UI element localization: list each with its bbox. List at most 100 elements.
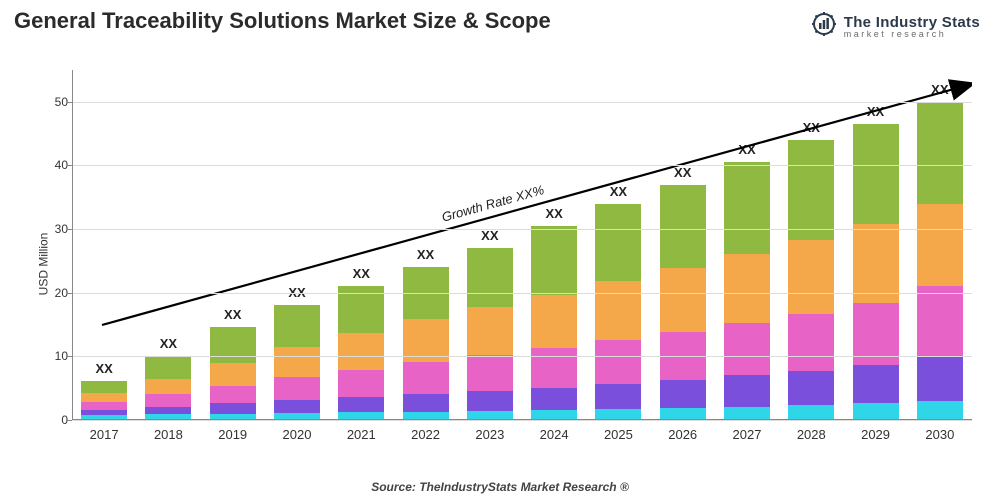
bar-segment [210, 363, 256, 386]
page-title: General Traceability Solutions Market Si… [14, 8, 551, 34]
y-axis [72, 70, 73, 420]
bar-value-label: XX [545, 206, 562, 221]
bar-group: XX [338, 286, 384, 420]
bars-layer: XXXXXXXXXXXXXXXXXXXXXXXXXXXX [72, 70, 972, 420]
bar-segment [274, 400, 320, 413]
bar-segment [788, 405, 834, 420]
gridline [72, 229, 972, 230]
brand-logo: The Industry Stats market research [810, 10, 980, 43]
bar-segment [81, 393, 127, 401]
x-tick-label: 2030 [910, 427, 970, 442]
gear-chart-icon [810, 10, 838, 43]
bar-group: XX [531, 226, 577, 420]
bar-segment [788, 314, 834, 371]
bar-group: XX [853, 124, 899, 420]
bar-segment [531, 295, 577, 348]
source-caption: Source: TheIndustryStats Market Research… [371, 480, 629, 494]
bar-value-label: XX [160, 336, 177, 351]
x-tick-label: 2022 [396, 427, 456, 442]
y-tick-label: 20 [40, 286, 68, 300]
x-tick-label: 2023 [460, 427, 520, 442]
bar-value-label: XX [931, 82, 948, 97]
x-tick-label: 2024 [524, 427, 584, 442]
bar-segment [660, 380, 706, 408]
gridline [72, 165, 972, 166]
bar-group: XX [274, 305, 320, 420]
x-tick-label: 2025 [588, 427, 648, 442]
bar-segment [917, 356, 963, 401]
gridline [72, 420, 972, 421]
bar-segment [210, 386, 256, 404]
plot-area: XXXXXXXXXXXXXXXXXXXXXXXXXXXX Growth Rate… [72, 70, 972, 420]
x-tick-label: 2029 [846, 427, 906, 442]
bar-segment [917, 286, 963, 356]
gridline [72, 293, 972, 294]
bar-segment [531, 348, 577, 387]
logo-sub-text: market research [844, 30, 980, 39]
y-tick-label: 40 [40, 158, 68, 172]
bar-segment [724, 407, 770, 420]
bar-segment [531, 388, 577, 411]
bar-group: XX [724, 162, 770, 420]
bar-segment [724, 254, 770, 323]
bar-segment [145, 407, 191, 415]
bar-segment [917, 204, 963, 287]
bar-segment [917, 401, 963, 420]
bar-segment [853, 403, 899, 420]
x-tick-label: 2020 [267, 427, 327, 442]
gridline [72, 356, 972, 357]
bar-group: XX [660, 185, 706, 420]
bar-segment [467, 248, 513, 307]
bar-segment [467, 355, 513, 391]
bar-value-label: XX [867, 104, 884, 119]
bar-segment [724, 162, 770, 254]
bar-segment [595, 384, 641, 409]
bar-group: XX [788, 140, 834, 420]
bar-segment [853, 365, 899, 403]
bar-segment [531, 226, 577, 295]
x-tick-label: 2019 [203, 427, 263, 442]
bar-segment [788, 371, 834, 405]
bar-segment [467, 391, 513, 411]
y-tick-label: 30 [40, 222, 68, 236]
bar-segment [145, 394, 191, 407]
bar-segment [595, 340, 641, 384]
bar-segment [210, 403, 256, 413]
bar-value-label: XX [738, 142, 755, 157]
y-tick-label: 50 [40, 95, 68, 109]
gridline [72, 102, 972, 103]
bar-group: XX [917, 102, 963, 420]
bar-segment [724, 323, 770, 376]
bar-segment [403, 362, 449, 394]
bar-segment [274, 305, 320, 346]
bar-segment [853, 124, 899, 224]
x-axis [72, 419, 972, 420]
bar-value-label: XX [417, 247, 434, 262]
x-tick-label: 2028 [781, 427, 841, 442]
chart-container: USD Million XXXXXXXXXXXXXXXXXXXXXXXXXXXX… [0, 58, 1000, 470]
x-tick-label: 2021 [331, 427, 391, 442]
bar-value-label: XX [353, 266, 370, 281]
bar-value-label: XX [610, 184, 627, 199]
bar-segment [660, 268, 706, 332]
bar-value-label: XX [481, 228, 498, 243]
bar-segment [660, 185, 706, 268]
bar-segment [210, 327, 256, 363]
bar-segment [274, 377, 320, 400]
y-tick-label: 10 [40, 349, 68, 363]
bar-segment [788, 140, 834, 240]
bar-group: XX [81, 381, 127, 420]
bar-segment [338, 397, 384, 412]
bar-value-label: XX [803, 120, 820, 135]
bar-segment [595, 204, 641, 282]
bar-segment [338, 333, 384, 370]
bar-value-label: XX [674, 165, 691, 180]
bar-group: XX [595, 204, 641, 420]
bar-segment [595, 281, 641, 340]
x-tick-label: 2027 [717, 427, 777, 442]
x-tick-label: 2018 [138, 427, 198, 442]
bar-value-label: XX [224, 307, 241, 322]
bar-group: XX [467, 248, 513, 420]
bar-segment [145, 379, 191, 394]
bar-group: XX [145, 356, 191, 420]
